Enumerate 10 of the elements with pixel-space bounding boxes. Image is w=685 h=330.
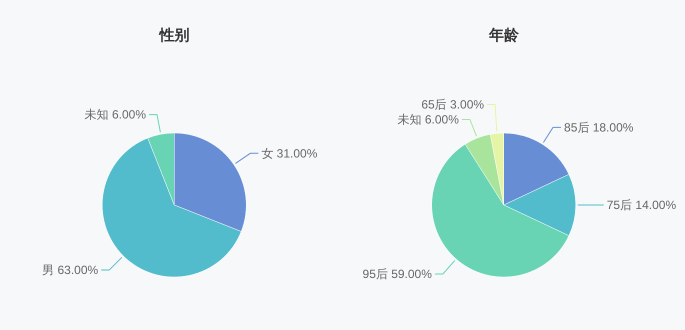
slice-label: 女 31.00%	[261, 146, 318, 160]
slice-label: 85后 18.00%	[564, 120, 634, 134]
slice-label: 75后 14.00%	[606, 198, 676, 212]
slice-label: 65后 3.00%	[421, 97, 484, 112]
slice-label: 男 63.00%	[42, 263, 99, 278]
chart-title: 性别	[158, 27, 190, 44]
slice-label: 95后 59.00%	[362, 267, 432, 282]
slice-label: 未知 6.00%	[398, 112, 460, 126]
chart-title: 年龄	[488, 27, 520, 44]
slice-label: 未知 6.00%	[84, 108, 146, 122]
